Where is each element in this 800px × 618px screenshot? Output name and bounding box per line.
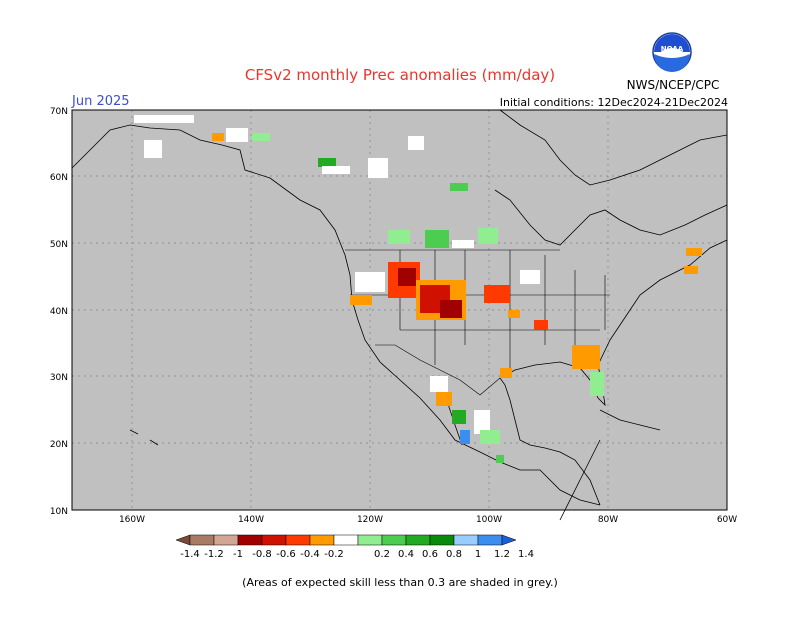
colorbar-tick-label: -0.4 bbox=[300, 549, 320, 560]
colorbar-tick-label: 1.2 bbox=[494, 549, 510, 560]
colorbar-arrow-low bbox=[175, 534, 191, 546]
lon-label: 80W bbox=[598, 515, 618, 525]
lon-label: 100W bbox=[476, 515, 502, 525]
lat-label: 40N bbox=[50, 307, 68, 317]
map-background bbox=[72, 110, 727, 510]
agency-label: NWS/NCEP/CPC bbox=[626, 78, 720, 92]
lon-label: 140W bbox=[238, 515, 264, 525]
noaa-logo: NOAA bbox=[652, 32, 692, 72]
longitude-labels: 160W 140W 120W 100W 80W 60W bbox=[119, 515, 737, 525]
colorbar-tick-label: -0.6 bbox=[276, 549, 296, 560]
lat-label: 30N bbox=[50, 373, 68, 383]
colorbar: -1.4 -1.2 -1 -0.8 -0.6 -0.4 -0.2 0.2 0.4 0.6 0.8 1 1… bbox=[175, 534, 534, 560]
lat-label: 60N bbox=[50, 173, 68, 183]
skill-note: (Areas of expected skill less than 0.3 a… bbox=[242, 576, 558, 589]
lon-label: 120W bbox=[357, 515, 383, 525]
lat-label: 70N bbox=[50, 107, 68, 117]
colorbar-swatch bbox=[357, 534, 383, 546]
colorbar-swatch bbox=[381, 534, 407, 546]
colorbar-swatch bbox=[309, 534, 335, 546]
map-title: CFSv2 monthly Prec anomalies (mm/day) bbox=[244, 66, 556, 84]
lat-label: 50N bbox=[50, 240, 68, 250]
colorbar-swatch bbox=[189, 534, 215, 546]
colorbar-tick-label: -1.2 bbox=[204, 549, 224, 560]
latitude-labels: 70N 60N 50N 40N 30N 20N 10N bbox=[50, 107, 68, 517]
colorbar-tick-label: 0.8 bbox=[446, 549, 462, 560]
anomaly-cells bbox=[134, 115, 702, 463]
lon-label: 160W bbox=[119, 515, 145, 525]
logo-text: NOAA bbox=[661, 45, 684, 53]
colorbar-tick-label: -0.8 bbox=[252, 549, 272, 560]
colorbar-swatch bbox=[405, 534, 431, 546]
colorbar-swatch bbox=[261, 534, 287, 546]
colorbar-tick-label: 0.4 bbox=[398, 549, 414, 560]
lat-label: 20N bbox=[50, 440, 68, 450]
map-frame bbox=[71, 109, 728, 511]
colorbar-swatch bbox=[237, 534, 263, 546]
colorbar-swatch bbox=[213, 534, 239, 546]
lat-label: 10N bbox=[50, 507, 68, 517]
initial-conditions: Initial conditions: 12Dec2024-21Dec2024 bbox=[499, 96, 728, 109]
colorbar-arrow-high bbox=[501, 534, 517, 546]
colorbar-tick-label: 0.2 bbox=[374, 549, 390, 560]
colorbar-swatch bbox=[429, 534, 455, 546]
colorbar-tick-label: -0.2 bbox=[324, 549, 344, 560]
valid-month: Jun 2025 bbox=[72, 94, 130, 109]
colorbar-swatch bbox=[333, 534, 359, 546]
colorbar-tick-label: -1 bbox=[233, 549, 243, 560]
colorbar-swatch bbox=[285, 534, 311, 546]
colorbar-swatch bbox=[477, 534, 503, 546]
lon-label: 60W bbox=[717, 515, 737, 525]
colorbar-swatch bbox=[453, 534, 479, 546]
colorbar-tick-label: 1 bbox=[475, 549, 481, 560]
coastlines bbox=[71, 109, 728, 521]
colorbar-tick-label: 0.6 bbox=[422, 549, 438, 560]
colorbar-tick-label: -1.4 bbox=[180, 549, 200, 560]
colorbar-tick-label: 1.4 bbox=[518, 549, 534, 560]
